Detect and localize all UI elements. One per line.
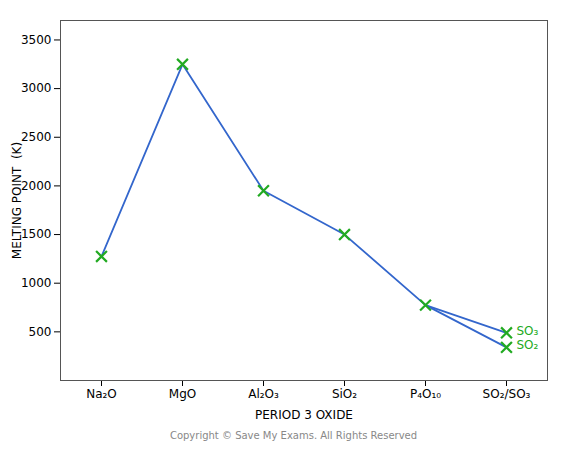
svg-text:P₄O₁₀: P₄O₁₀ — [410, 387, 441, 401]
svg-text:Al₂O₃: Al₂O₃ — [248, 387, 279, 401]
svg-text:3500: 3500 — [21, 33, 52, 47]
svg-text:1000: 1000 — [21, 276, 52, 290]
svg-text:SO₂/SO₃: SO₂/SO₃ — [483, 387, 531, 401]
svg-text:SO₃: SO₃ — [517, 324, 539, 338]
svg-text:3000: 3000 — [21, 81, 52, 95]
svg-text:2500: 2500 — [21, 130, 52, 144]
svg-text:500: 500 — [29, 325, 52, 339]
svg-text:PERIOD 3 OXIDE: PERIOD 3 OXIDE — [255, 408, 353, 422]
svg-text:MgO: MgO — [169, 387, 196, 401]
svg-text:SO₂: SO₂ — [517, 338, 539, 352]
svg-text:1500: 1500 — [21, 227, 52, 241]
html-text:Copyright © Save My Exams. All: Copyright © Save My Exams. All Rights Re… — [169, 430, 418, 441]
svg-text:Na₂O: Na₂O — [86, 387, 117, 401]
svg-text:SiO₂: SiO₂ — [332, 387, 357, 401]
svg-text:MELTING POINT (K): MELTING POINT (K) — [10, 142, 24, 259]
svg-text:2000: 2000 — [21, 179, 52, 193]
